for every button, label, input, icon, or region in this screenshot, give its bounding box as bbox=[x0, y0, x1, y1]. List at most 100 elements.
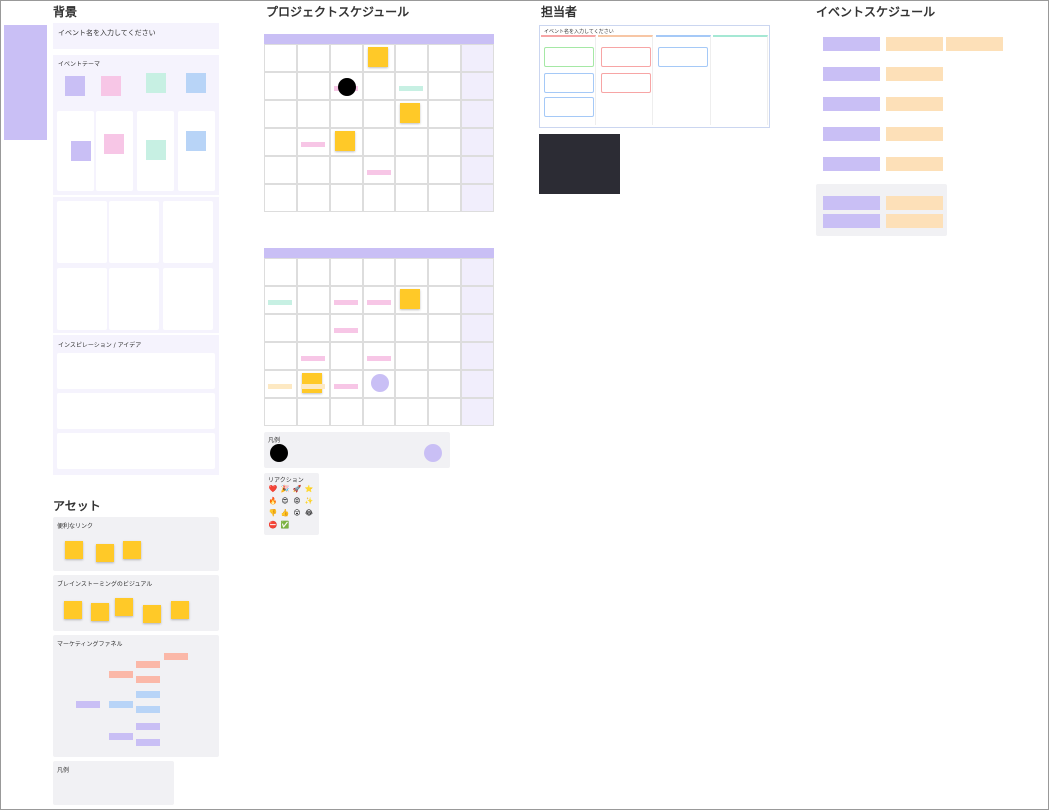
event-panel bbox=[816, 184, 947, 236]
label: 凡例 bbox=[57, 767, 70, 774]
calendar-cell bbox=[428, 258, 462, 286]
tag bbox=[366, 356, 391, 361]
calendar-cell bbox=[461, 184, 494, 212]
dot bbox=[371, 374, 389, 392]
calendar-cell bbox=[264, 342, 297, 370]
shape bbox=[146, 73, 166, 93]
calendar-cell bbox=[296, 184, 330, 212]
calendar-cell bbox=[296, 398, 330, 426]
person-card bbox=[886, 214, 943, 228]
task-card bbox=[601, 47, 651, 67]
calendar-cell bbox=[296, 156, 330, 184]
sticky-note bbox=[301, 373, 322, 393]
card bbox=[109, 201, 159, 263]
sticky-note bbox=[123, 541, 141, 559]
calendar-cell bbox=[329, 398, 363, 426]
card bbox=[57, 353, 215, 389]
calendar-cell bbox=[461, 44, 494, 72]
kanban: イベント名を入力してください bbox=[539, 25, 770, 128]
tag bbox=[333, 300, 358, 305]
reaction: ❤️ bbox=[268, 485, 278, 493]
calendar-cell bbox=[461, 370, 494, 398]
calendar-cell bbox=[264, 44, 297, 72]
dot bbox=[270, 444, 288, 462]
card bbox=[109, 268, 159, 330]
calendar-cell bbox=[296, 72, 330, 100]
calendar-cell bbox=[461, 398, 494, 426]
person-card bbox=[886, 97, 943, 111]
label: 便利なリンク bbox=[57, 523, 94, 530]
funnel-node bbox=[136, 661, 160, 668]
person-card bbox=[886, 67, 943, 81]
reaction: ⛔ bbox=[268, 521, 278, 529]
calendar-cell bbox=[362, 128, 396, 156]
calendar-cell bbox=[461, 342, 494, 370]
funnel-node bbox=[109, 701, 133, 708]
reaction: 🔥 bbox=[268, 497, 278, 505]
calendar-cell bbox=[329, 258, 363, 286]
calendar-cell bbox=[264, 184, 297, 212]
person-card bbox=[886, 196, 943, 210]
person-card bbox=[823, 37, 880, 51]
dot bbox=[338, 78, 356, 96]
reaction: 🚀 bbox=[292, 485, 302, 493]
calendar-cell bbox=[329, 342, 363, 370]
shape bbox=[65, 76, 85, 96]
person-card bbox=[886, 157, 943, 171]
section-title: 担当者 bbox=[541, 5, 578, 19]
task-card bbox=[544, 73, 594, 93]
calendar-header bbox=[264, 34, 494, 44]
calendar-cell bbox=[395, 398, 429, 426]
section-title: プロジェクトスケジュール bbox=[266, 5, 410, 19]
calendar-cell bbox=[428, 286, 462, 314]
reaction: 👎 bbox=[268, 509, 278, 517]
calendar-cell bbox=[264, 258, 297, 286]
sticky-note bbox=[143, 605, 161, 623]
task-card bbox=[544, 47, 594, 67]
calendar-cell bbox=[428, 398, 462, 426]
calendar-cell bbox=[461, 286, 494, 314]
calendar-cell bbox=[264, 72, 297, 100]
calendar-cell bbox=[428, 342, 462, 370]
reaction: 😮 bbox=[293, 509, 301, 517]
reaction: 😍 bbox=[281, 497, 289, 505]
shape bbox=[186, 131, 206, 151]
column bbox=[598, 35, 653, 125]
calendar-cell bbox=[362, 258, 396, 286]
task-card bbox=[544, 97, 594, 117]
tag bbox=[366, 300, 391, 305]
tag bbox=[300, 384, 325, 389]
sticky-note bbox=[64, 601, 82, 619]
card bbox=[57, 268, 107, 330]
shape bbox=[104, 134, 124, 154]
tag bbox=[268, 300, 292, 305]
tag bbox=[300, 356, 325, 361]
event-name: イベント名を入力してください bbox=[58, 29, 156, 37]
sticky-note bbox=[334, 131, 355, 151]
reaction: 😂 bbox=[304, 509, 314, 517]
label: イベントテーマ bbox=[58, 61, 101, 68]
card bbox=[57, 201, 107, 263]
label: 凡例 bbox=[268, 437, 281, 444]
calendar-cell bbox=[395, 258, 429, 286]
column bbox=[541, 35, 596, 125]
calendar-cell bbox=[395, 314, 429, 342]
card bbox=[163, 201, 213, 263]
calendar-cell bbox=[264, 314, 297, 342]
reactions-panel: リアクション ❤️ 🎉 🚀 ⭐ 🔥 😍 😡 ✨ 👎 👍 😮 😂 ⛔ ✅ bbox=[264, 473, 319, 535]
calendar-cell bbox=[461, 72, 494, 100]
reaction: ⭐ bbox=[304, 485, 314, 493]
legend-panel: 凡例 bbox=[53, 761, 174, 805]
shape bbox=[146, 140, 166, 160]
calendar-cell bbox=[362, 100, 396, 128]
calendar-cell bbox=[296, 100, 330, 128]
dot bbox=[424, 444, 442, 462]
person-card bbox=[823, 97, 880, 111]
name-card: イベント名を入力してください bbox=[53, 23, 219, 49]
reaction: 👍 bbox=[280, 509, 290, 517]
calendar-cell bbox=[296, 44, 330, 72]
funnel-node bbox=[76, 701, 100, 708]
funnel-node bbox=[136, 739, 160, 746]
funnel-node bbox=[136, 706, 160, 713]
funnel-node bbox=[109, 671, 133, 678]
